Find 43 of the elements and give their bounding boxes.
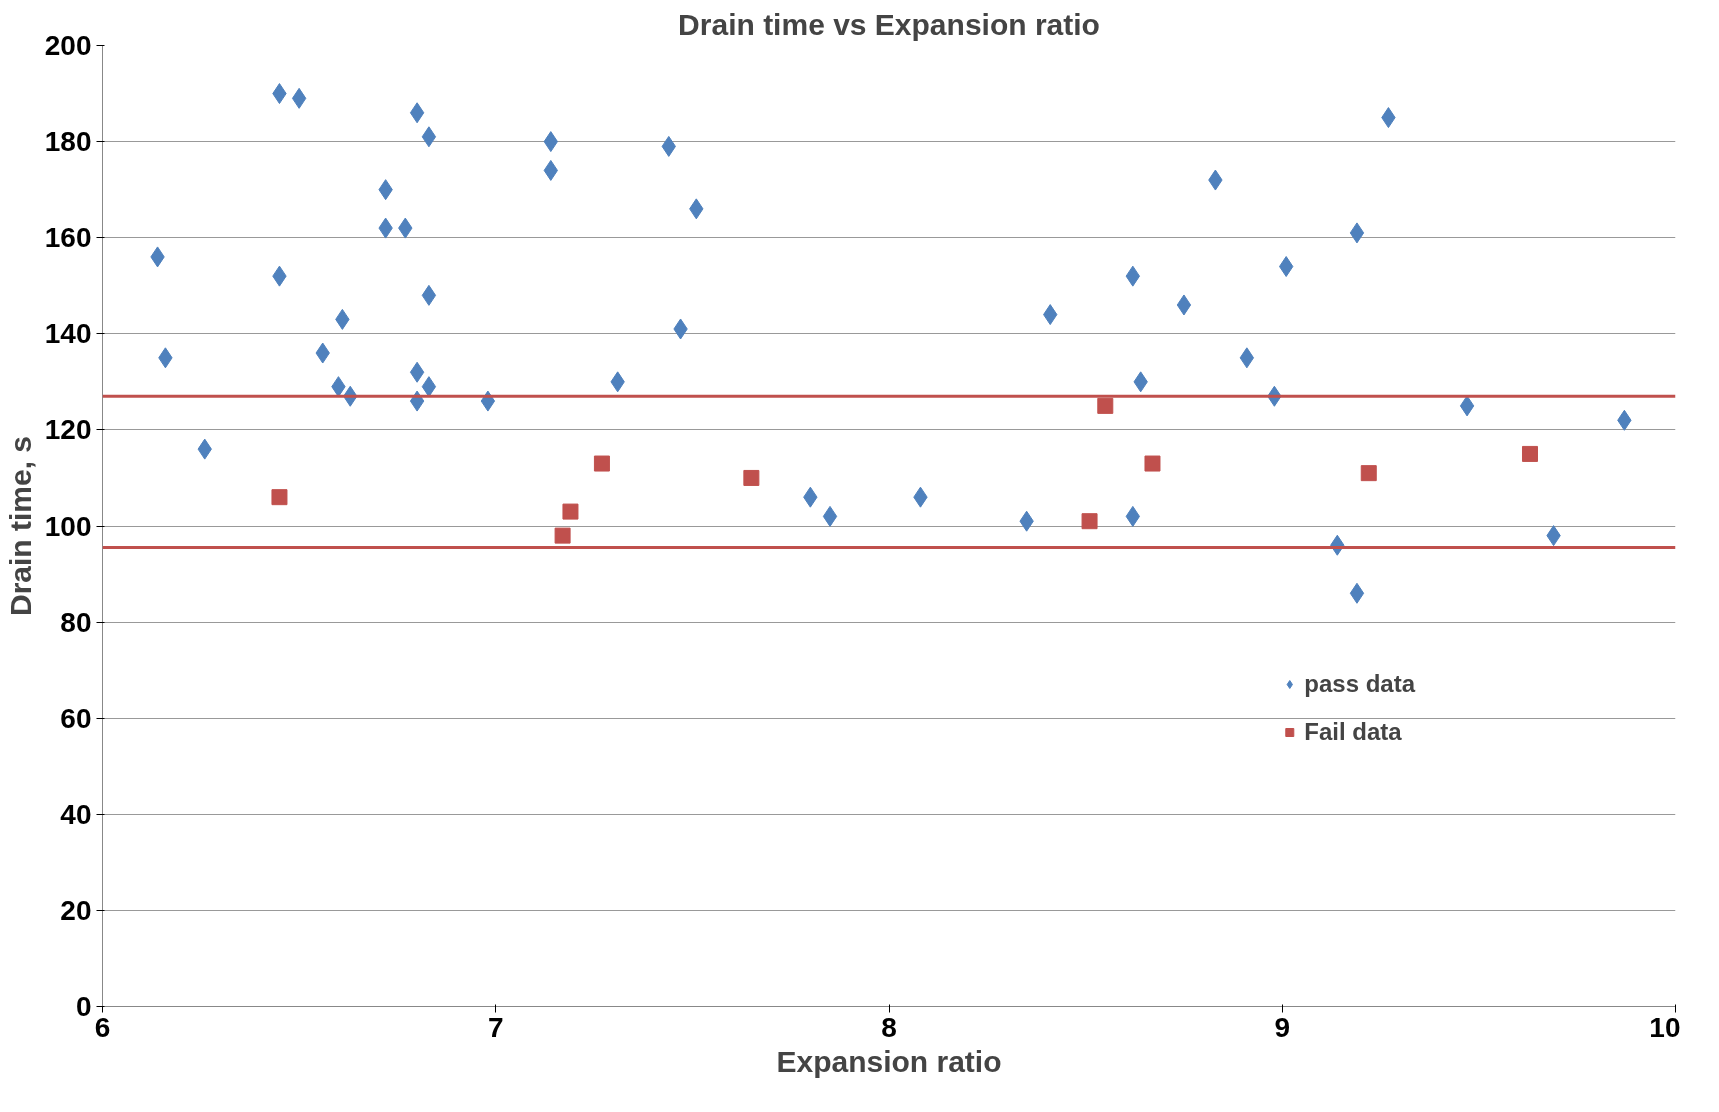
point (1522, 445, 1538, 462)
chart-title: Drain time vs Expansion ratio (678, 7, 1100, 41)
point (1349, 582, 1365, 604)
point (421, 284, 437, 306)
y-tick-label: 40 (60, 798, 92, 830)
x-tick-label: 7 (487, 1011, 504, 1043)
point (1360, 465, 1377, 482)
y-tick-label: 60 (60, 702, 92, 734)
point (1097, 397, 1114, 414)
y-tick-label: 0 (75, 991, 92, 1022)
y-tick-label: 80 (60, 606, 92, 638)
point (593, 455, 610, 472)
point (1459, 395, 1475, 417)
y-tick-label: 140 (44, 318, 92, 350)
y-tick-label: 160 (44, 222, 92, 254)
point (291, 87, 307, 109)
point (421, 126, 437, 148)
point (562, 503, 579, 520)
y-tick-label: 120 (44, 414, 92, 446)
x-tick-label: 10 (1649, 1011, 1681, 1043)
point (1144, 455, 1161, 472)
y-axis-title: Drain time, s (3, 435, 37, 617)
point (271, 489, 288, 506)
x-tick-label: 9 (1274, 1011, 1291, 1043)
y-tick-label: 200 (44, 30, 92, 61)
point (1176, 294, 1192, 316)
y-tick-label: 180 (44, 126, 92, 158)
y-tick-label: 20 (60, 894, 92, 926)
x-tick-label: 8 (881, 1011, 897, 1043)
legend-label: Fail data (1304, 718, 1402, 746)
point (1239, 347, 1255, 369)
y-tick-label: 100 (44, 510, 92, 542)
point (743, 469, 760, 486)
point (409, 361, 425, 383)
point (1349, 222, 1365, 244)
legend-label: pass data (1304, 670, 1415, 698)
point (822, 505, 838, 527)
x-axis-title: Expansion ratio (776, 1044, 1002, 1078)
point (1081, 513, 1098, 530)
point (421, 376, 437, 398)
point (409, 102, 425, 124)
x-tick-label: 6 (94, 1011, 111, 1043)
point (554, 527, 571, 544)
